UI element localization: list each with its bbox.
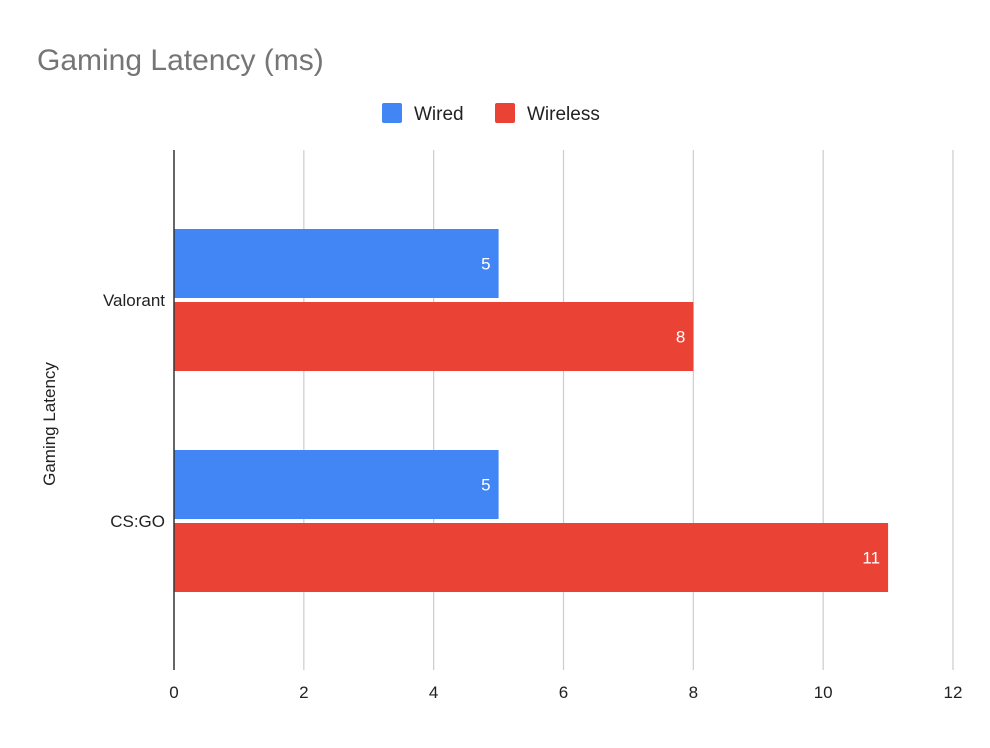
legend-label-wired: Wired bbox=[414, 104, 464, 125]
bar-wireless-valorant bbox=[174, 302, 694, 371]
legend-swatch-wired bbox=[382, 103, 402, 123]
legend-swatch-wireless bbox=[495, 103, 515, 123]
bars: 5 8 5 11 bbox=[174, 229, 889, 592]
x-tick-label: 8 bbox=[689, 683, 698, 702]
chart-title: Gaming Latency (ms) bbox=[37, 44, 324, 77]
x-tick-label: 0 bbox=[169, 683, 178, 702]
category-labels: Valorant CS:GO bbox=[103, 291, 165, 531]
x-tick-label: 6 bbox=[559, 683, 568, 702]
bar-data-label: 8 bbox=[676, 328, 685, 347]
bar-wireless-csgo bbox=[174, 523, 889, 592]
legend-label-wireless: Wireless bbox=[527, 104, 600, 125]
x-tick-labels: 0 2 4 6 8 10 12 bbox=[169, 683, 962, 702]
bar-data-label: 5 bbox=[481, 255, 490, 274]
bar-data-label: 5 bbox=[481, 476, 490, 495]
bar-data-label: 11 bbox=[862, 549, 880, 568]
x-tick-label: 4 bbox=[429, 683, 438, 702]
x-tick-label: 10 bbox=[814, 683, 833, 702]
x-tick-label: 2 bbox=[299, 683, 308, 702]
legend: Wired Wireless bbox=[382, 103, 600, 125]
y-axis-title: Gaming Latency bbox=[40, 362, 59, 486]
category-label: Valorant bbox=[103, 291, 165, 310]
category-label: CS:GO bbox=[110, 512, 165, 531]
x-tick-label: 12 bbox=[944, 683, 963, 702]
bar-wired-csgo bbox=[174, 450, 499, 519]
bar-wired-valorant bbox=[174, 229, 499, 298]
